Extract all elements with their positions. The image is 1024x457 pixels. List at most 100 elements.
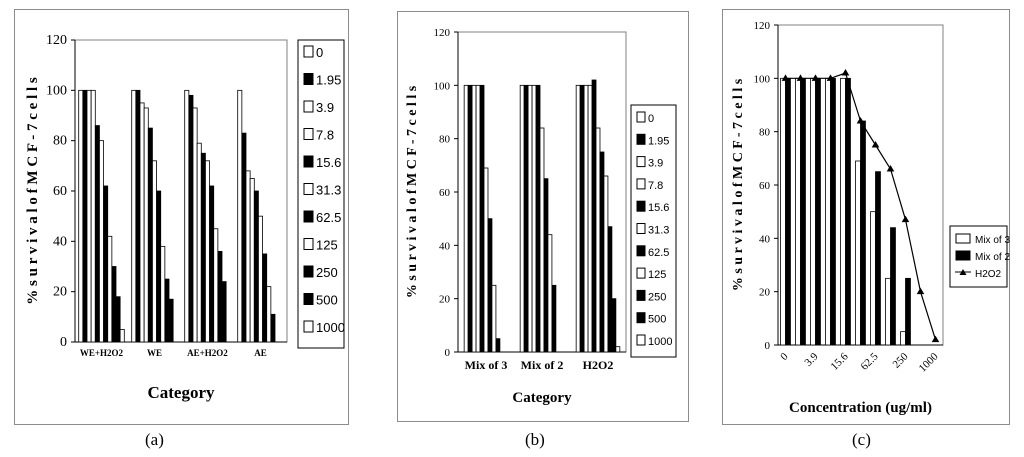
legend-swatch — [955, 233, 971, 244]
bar — [143, 107, 149, 343]
bar — [253, 190, 259, 343]
y-tick-label: 100 — [46, 83, 67, 98]
legend-swatch — [636, 312, 646, 324]
bar — [795, 77, 801, 346]
bar — [192, 107, 198, 343]
legend-label: 1000 — [316, 320, 345, 335]
h2o2-marker — [916, 287, 925, 295]
legend-swatch — [303, 265, 314, 278]
y-tick-label: 0 — [445, 347, 451, 359]
y-tick-label: 100 — [754, 73, 771, 85]
bar — [188, 94, 194, 343]
legend-label: 500 — [316, 293, 338, 308]
x-tick-label: WE — [147, 348, 162, 358]
bar — [551, 284, 557, 353]
bar — [99, 140, 104, 343]
h2o2-marker — [931, 335, 940, 343]
legend-label: 1.95 — [648, 135, 669, 147]
legend-swatch — [303, 293, 314, 305]
bar — [119, 329, 125, 343]
bar — [547, 234, 553, 353]
x-tick-label: Mix of 2 — [521, 358, 564, 372]
y-tick-label: 40 — [759, 233, 771, 245]
bar — [495, 338, 501, 353]
bar — [258, 215, 263, 343]
bar — [539, 127, 545, 353]
y-tick-label: 80 — [439, 134, 451, 146]
caption-b: (b) — [525, 430, 545, 449]
y-tick-label: 80 — [759, 127, 771, 139]
bar — [583, 84, 589, 353]
h2o2-marker — [856, 117, 865, 124]
legend-label: 0 — [648, 113, 654, 125]
x-axis-title: Concentration (ug/ml) — [789, 400, 932, 416]
bar — [168, 298, 174, 343]
legend-swatch — [303, 238, 314, 250]
x-tick-label: AE+H2O2 — [187, 348, 228, 358]
bar — [135, 89, 141, 343]
legend-swatch — [636, 223, 646, 234]
y-axis-title: % s u r v i v a l o f M C F - 7 c e l l … — [405, 85, 420, 298]
bar — [237, 89, 243, 343]
legend-label: 15.6 — [648, 202, 669, 214]
y-tick-label: 60 — [759, 180, 771, 192]
bar — [780, 77, 786, 346]
bar — [890, 227, 896, 346]
legend-label: 31.3 — [648, 225, 669, 237]
bar — [579, 84, 585, 353]
bar — [575, 84, 581, 353]
bar — [200, 152, 206, 343]
x-tick-label: 250 — [890, 350, 911, 371]
bar — [139, 102, 145, 343]
legend-label: Mix of 3 — [975, 235, 1010, 246]
bar — [595, 127, 601, 353]
bar — [800, 77, 806, 346]
bar — [885, 277, 891, 346]
x-tick-label: 0 — [778, 350, 791, 363]
bar — [840, 77, 846, 346]
bar — [855, 160, 861, 346]
legend-label: 500 — [648, 314, 666, 326]
legend-label: 125 — [316, 238, 338, 253]
legend-label: 62.5 — [316, 210, 341, 225]
legend-swatch — [303, 183, 314, 195]
x-axis-title: Category — [512, 390, 572, 406]
legend-swatch — [303, 155, 314, 168]
y-tick-label: 120 — [434, 27, 451, 39]
bar — [467, 84, 473, 353]
bar — [94, 125, 100, 343]
bar — [591, 79, 597, 353]
bar — [491, 284, 497, 353]
bar — [535, 84, 541, 353]
bar — [262, 253, 268, 343]
bar — [115, 296, 121, 343]
panel-c: 0 20 40 60 80 100 120 % s u r v i v a l o f M C… — [722, 9, 1010, 425]
bar — [900, 331, 906, 346]
legend-label: 3.9 — [316, 100, 334, 115]
bar — [845, 77, 851, 346]
y-tick-label: 60 — [439, 187, 451, 199]
legend-label: H2O2 — [975, 269, 1002, 280]
x-axis-title: Category — [147, 383, 215, 402]
y-tick-label: 20 — [759, 287, 771, 299]
chart-b: 0 20 40 60 80 100 120 % s u r v i v a l o f M C… — [405, 27, 677, 406]
x-tick-label: 62.5 — [859, 350, 881, 372]
bar — [266, 286, 272, 343]
legend-label: 31.3 — [316, 183, 341, 198]
bar — [825, 77, 831, 346]
bar — [86, 89, 92, 343]
bar — [78, 89, 84, 343]
h2o2-marker — [841, 69, 850, 76]
legend-swatch — [636, 133, 646, 145]
x-tick-label: WE+H2O2 — [80, 348, 124, 358]
x-tick-label: 3.9 — [802, 350, 821, 369]
x-tick-label: Mix of 3 — [465, 358, 508, 372]
bar — [152, 160, 157, 343]
x-tick-label: H2O2 — [583, 358, 614, 372]
bar — [205, 160, 210, 343]
bar — [103, 185, 109, 343]
caption-a: (a) — [145, 430, 164, 449]
h2o2-marker — [796, 74, 805, 81]
y-axis-title: % s u r v i v a l o f M C F - 7 c e l l … — [25, 77, 41, 305]
y-tick-label: 40 — [439, 240, 451, 252]
